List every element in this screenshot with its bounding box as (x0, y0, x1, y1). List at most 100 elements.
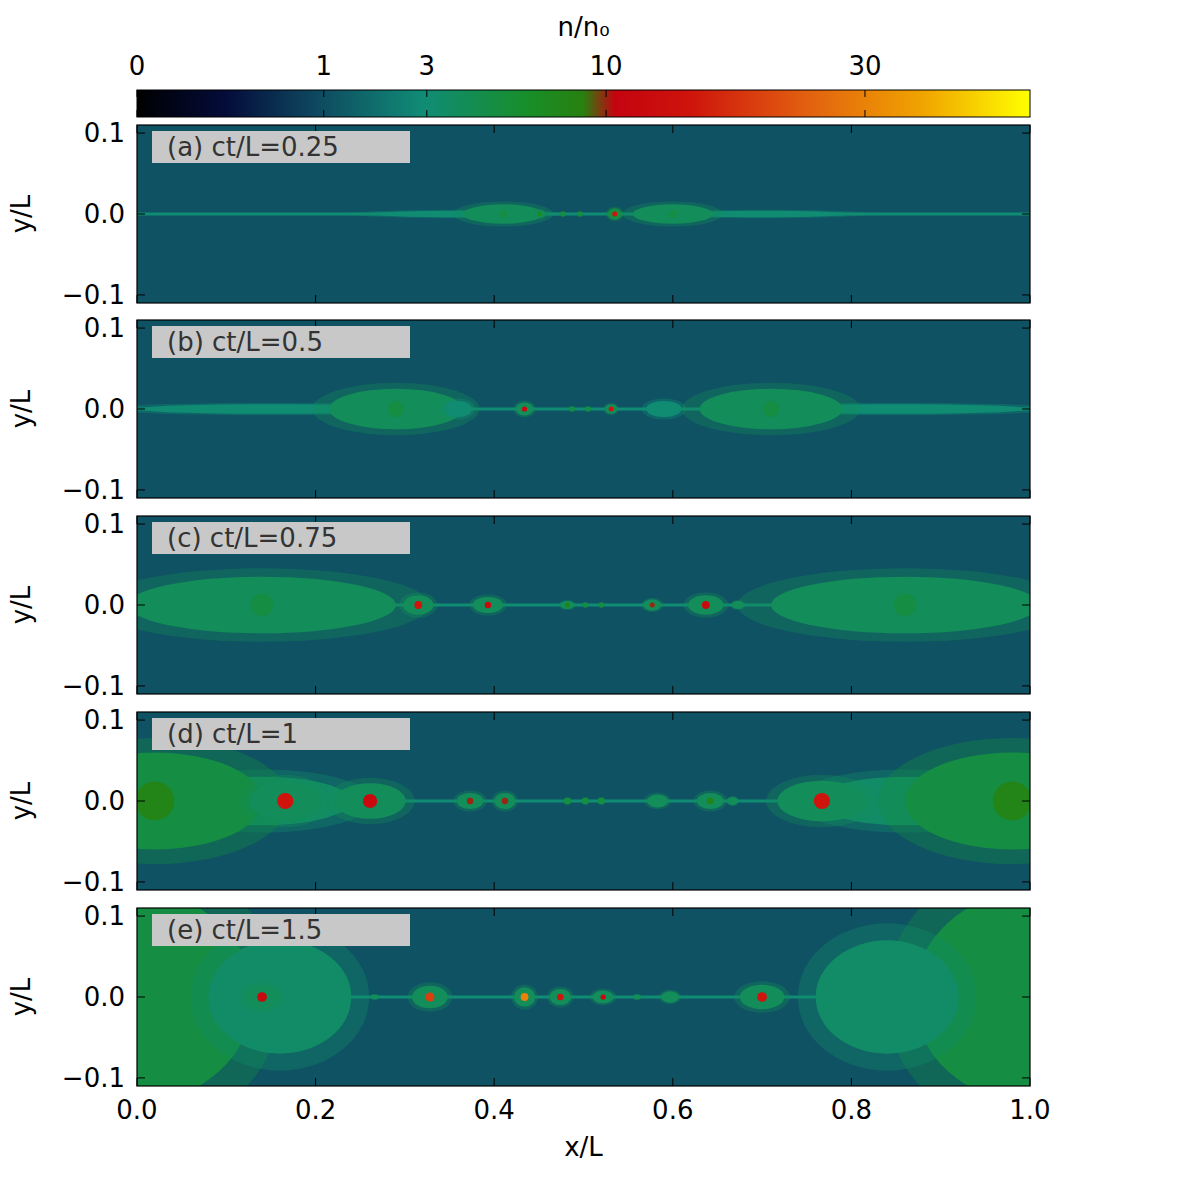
plasmoid-core (993, 782, 1030, 821)
x-tick (494, 516, 495, 524)
plasmoid-core (707, 798, 713, 804)
x-tick (672, 320, 673, 328)
plasmoid-halo (878, 738, 1030, 864)
plasmoid (334, 783, 405, 819)
y-tick-label: −0.1 (62, 280, 125, 310)
x-tick (851, 1078, 852, 1086)
x-tick (851, 908, 852, 916)
y-tick (137, 214, 145, 215)
y-tick (1022, 409, 1030, 410)
y-tick (1022, 997, 1030, 998)
y-axis-title: y/L (6, 781, 36, 820)
plasmoid-core (502, 798, 508, 804)
plasmoid-halo (511, 984, 538, 1009)
x-tick (851, 490, 852, 498)
plasmoid-core (609, 407, 614, 412)
x-tick (672, 490, 673, 498)
plasmoid (816, 940, 959, 1053)
plasmoid-halo (798, 923, 977, 1070)
plasmoid (137, 577, 396, 634)
y-tick-label: −0.1 (62, 475, 125, 505)
y-tick (1022, 720, 1030, 721)
plasmoid-halo (241, 775, 330, 828)
x-tick (137, 490, 138, 498)
current-sheet (137, 213, 1030, 216)
plasmoid-halo (734, 981, 790, 1013)
y-tick (137, 1077, 145, 1078)
x-tick (137, 295, 138, 303)
x-tick (1030, 516, 1031, 524)
y-tick (137, 133, 145, 134)
plasmoid (777, 781, 866, 821)
plasmoid (403, 595, 433, 614)
colorbar (137, 90, 1030, 117)
plasmoid-halo (766, 775, 878, 828)
panel-title: (c) ct/L=0.75 (167, 523, 337, 553)
x-tick (137, 320, 138, 328)
x-tick (851, 320, 852, 328)
title-box (152, 718, 410, 750)
plasmoid-core (702, 601, 710, 609)
plasmoid-core (522, 406, 527, 411)
plasmoid-halo (547, 986, 574, 1007)
x-tick (672, 882, 673, 890)
plasmoid (599, 603, 604, 608)
plasmoid-core (521, 993, 529, 1001)
x-tick (851, 295, 852, 303)
plasmoid-halo (598, 602, 605, 608)
plasmoid-halo (726, 796, 739, 807)
x-tick (851, 712, 852, 720)
plasmoid-halo (399, 592, 437, 617)
colorbar-tick-label: 30 (848, 51, 881, 81)
plasmoid-halo (623, 201, 723, 226)
x-tick (1030, 295, 1031, 303)
y-tick (137, 489, 145, 490)
x-tick (672, 1078, 673, 1086)
x-tick (137, 125, 138, 133)
plasmoid-halo (408, 982, 453, 1011)
plasmoid-halo (684, 592, 729, 617)
title-box (152, 326, 410, 358)
y-tick (137, 881, 145, 882)
y-tick (137, 605, 145, 606)
x-tick (851, 686, 852, 694)
panel-title: (b) ct/L=0.5 (167, 327, 323, 357)
plasmoid-halo (730, 600, 746, 611)
x-tick (494, 908, 495, 916)
x-tick (315, 882, 316, 890)
plot-area (137, 712, 1030, 890)
y-tick (137, 997, 145, 998)
plasmoid-halo (492, 790, 519, 811)
x-axis-title: x/L (564, 1132, 603, 1162)
colorbar-tick (137, 110, 138, 117)
x-tick (672, 712, 673, 720)
plasmoid (534, 210, 545, 218)
title-box (152, 522, 410, 554)
plasmoid (514, 987, 535, 1006)
plot-area (137, 125, 1030, 303)
plasmoid-halo (659, 990, 681, 1005)
plot-area (137, 908, 1030, 1086)
colorbar-tick (426, 90, 427, 97)
y-tick (1022, 916, 1030, 917)
background-density (137, 516, 1030, 694)
plasmoid-core (757, 992, 767, 1002)
plasmoid-core (425, 992, 434, 1001)
y-tick-label: 0.0 (84, 590, 125, 620)
colorbar-tick (864, 90, 865, 97)
plasmoid (633, 204, 713, 223)
y-axis-title: y/L (6, 977, 36, 1016)
plasmoid-halo (694, 790, 727, 811)
plasmoid (598, 798, 605, 804)
y-tick-label: 0.0 (84, 786, 125, 816)
plasmoid (445, 401, 472, 417)
x-tick (315, 295, 316, 303)
x-tick (1030, 490, 1031, 498)
background-density (137, 320, 1030, 498)
plasmoid (457, 793, 484, 809)
plasmoid (697, 793, 724, 809)
plasmoid-core (363, 794, 377, 808)
x-tick (137, 908, 138, 916)
plasmoid (208, 940, 351, 1053)
plasmoid-halo (582, 602, 589, 608)
